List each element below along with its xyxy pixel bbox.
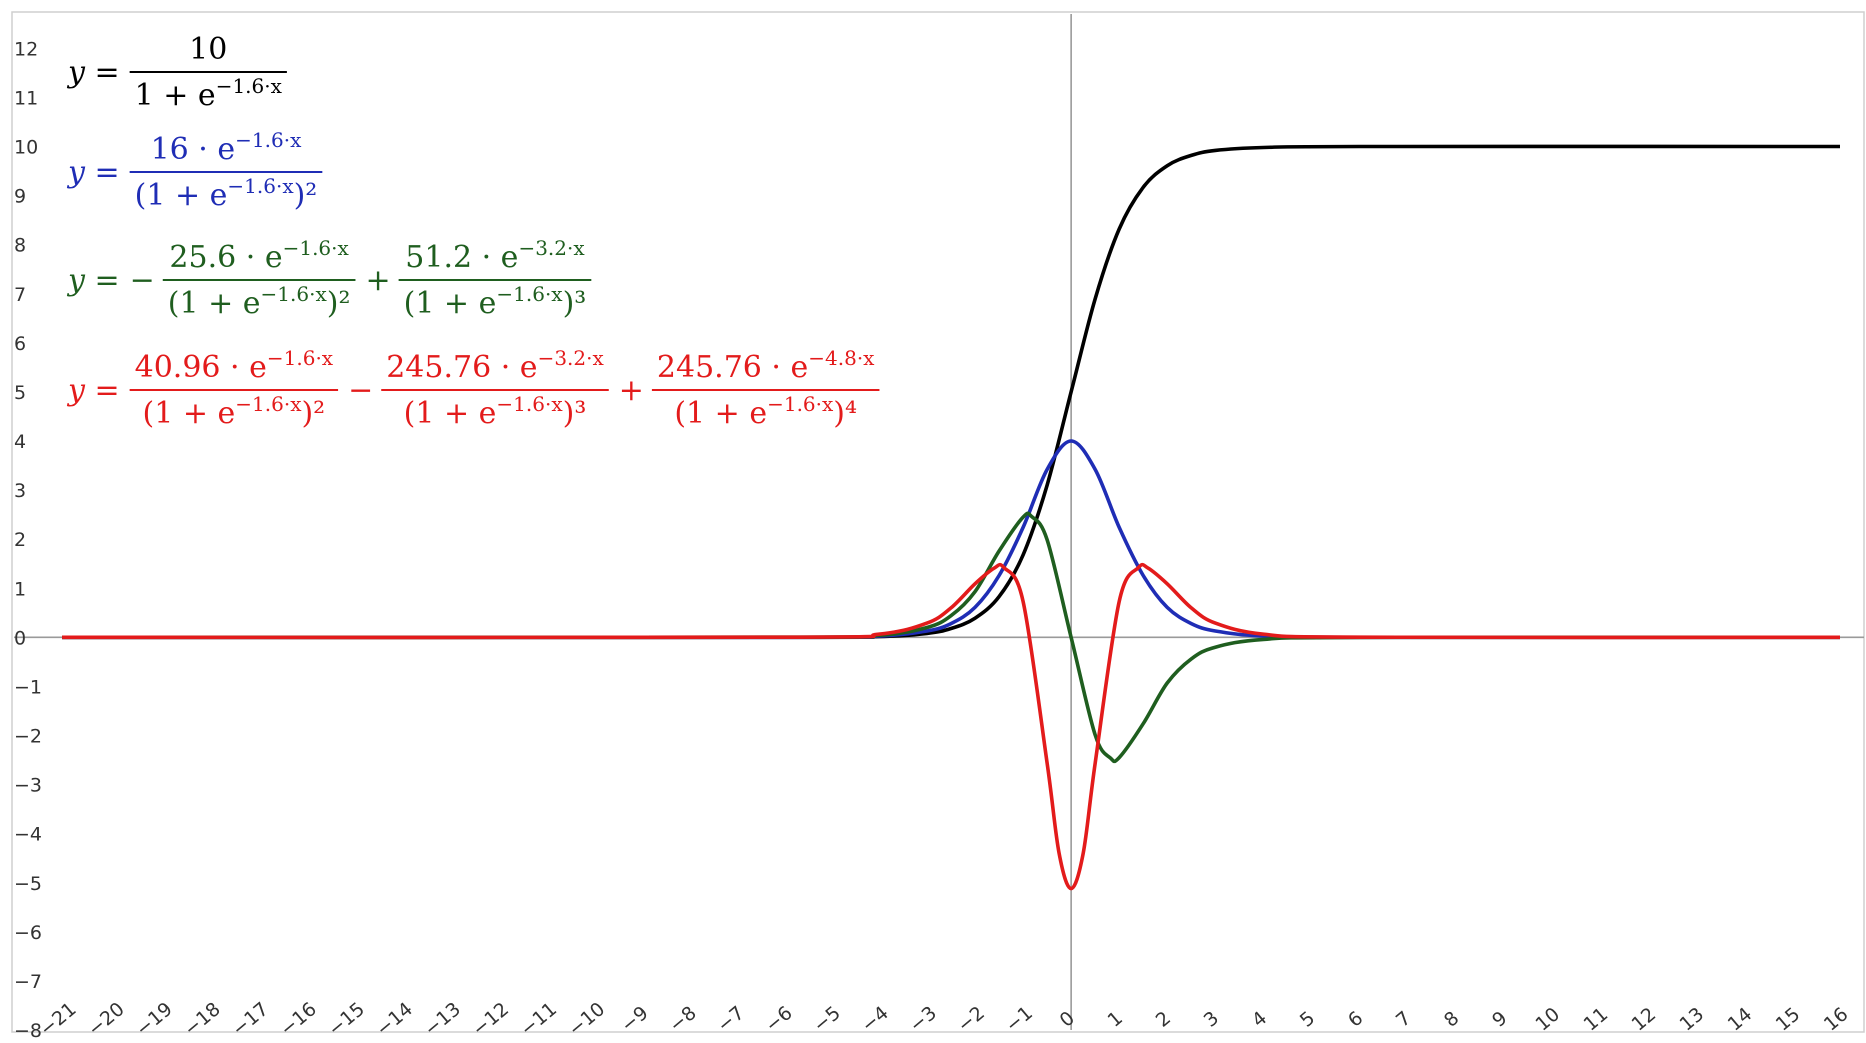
y-tick-label: 11 — [14, 87, 38, 109]
formula-denominator: (1 + e−1.6·x)² — [168, 282, 351, 321]
formula-denominator: (1 + e−1.6·x)⁴ — [674, 392, 857, 431]
formula-numerator: 16 · e−1.6·x — [151, 128, 302, 167]
formula-denominator: 1 + e−1.6·x — [135, 74, 283, 113]
y-tick-label: 9 — [14, 186, 26, 208]
y-tick-label: −3 — [14, 775, 42, 797]
formula-legend: y = 10 1 + e−1.6·x y = 16 · e−1.6·x (1 + e−1.… — [66, 32, 880, 431]
formula-numerator: 10 — [189, 32, 227, 67]
formula-4: y =40.96 · e−1.6·x(1 + e−1.6·x)²−245.76 … — [66, 346, 880, 431]
y-tick-label: −8 — [14, 1020, 42, 1042]
formula-denominator: (1 + e−1.6·x)² — [143, 392, 326, 431]
y-tick-label: −4 — [14, 824, 42, 846]
y-tick-label: 5 — [14, 382, 26, 404]
y-tick-label: −5 — [14, 873, 42, 895]
formula-numerator: 40.96 · e−1.6·x — [135, 346, 334, 385]
formula-lead: y = — [66, 55, 120, 90]
formula-numerator: 51.2 · e−3.2·x — [405, 236, 585, 275]
formula-lead: y = — [66, 155, 120, 190]
y-tick-label: 1 — [14, 578, 26, 600]
formula-2: y = 16 · e−1.6·x (1 + e−1.6·x)² — [66, 128, 323, 213]
formula-operator: − — [348, 373, 373, 408]
formula-numerator: 25.6 · e−1.6·x — [169, 236, 349, 275]
formula-numerator: 245.76 · e−3.2·x — [386, 346, 604, 385]
y-tick-label: 6 — [14, 333, 26, 355]
series-line-4 — [62, 562, 1841, 891]
y-tick-label: 10 — [14, 137, 38, 159]
formula-lead: y = — [66, 373, 120, 408]
formula-operator: − — [130, 263, 155, 298]
chart-frame — [11, 11, 1865, 1033]
y-tick-label: 3 — [14, 480, 26, 502]
y-tick-label: 0 — [14, 627, 26, 649]
y-tick-label: −2 — [14, 726, 42, 748]
formula-operator: + — [619, 373, 644, 408]
formula-denominator: (1 + e−1.6·x)³ — [404, 392, 587, 431]
y-tick-label: −6 — [14, 922, 42, 944]
formula-operator: + — [365, 263, 390, 298]
y-tick-label: 7 — [14, 284, 26, 306]
y-tick-label: 4 — [14, 431, 26, 453]
formula-1: y = 10 1 + e−1.6·x — [66, 32, 287, 113]
formula-numerator: 245.76 · e−4.8·x — [657, 346, 875, 385]
formula-lead: y = — [66, 263, 120, 298]
curves — [62, 144, 1841, 891]
y-tick-label: 8 — [14, 235, 26, 257]
formula-3: y = −25.6 · e−1.6·x (1 + e−1.6·x)² +51.2 · … — [66, 236, 592, 321]
formula-denominator: (1 + e−1.6·x)³ — [404, 282, 587, 321]
formula-denominator: (1 + e−1.6·x)² — [135, 174, 318, 213]
y-tick-label: −1 — [14, 676, 42, 698]
y-tick-label: −7 — [14, 971, 42, 993]
y-tick-label: 12 — [14, 38, 38, 60]
y-tick-label: 2 — [14, 529, 26, 551]
